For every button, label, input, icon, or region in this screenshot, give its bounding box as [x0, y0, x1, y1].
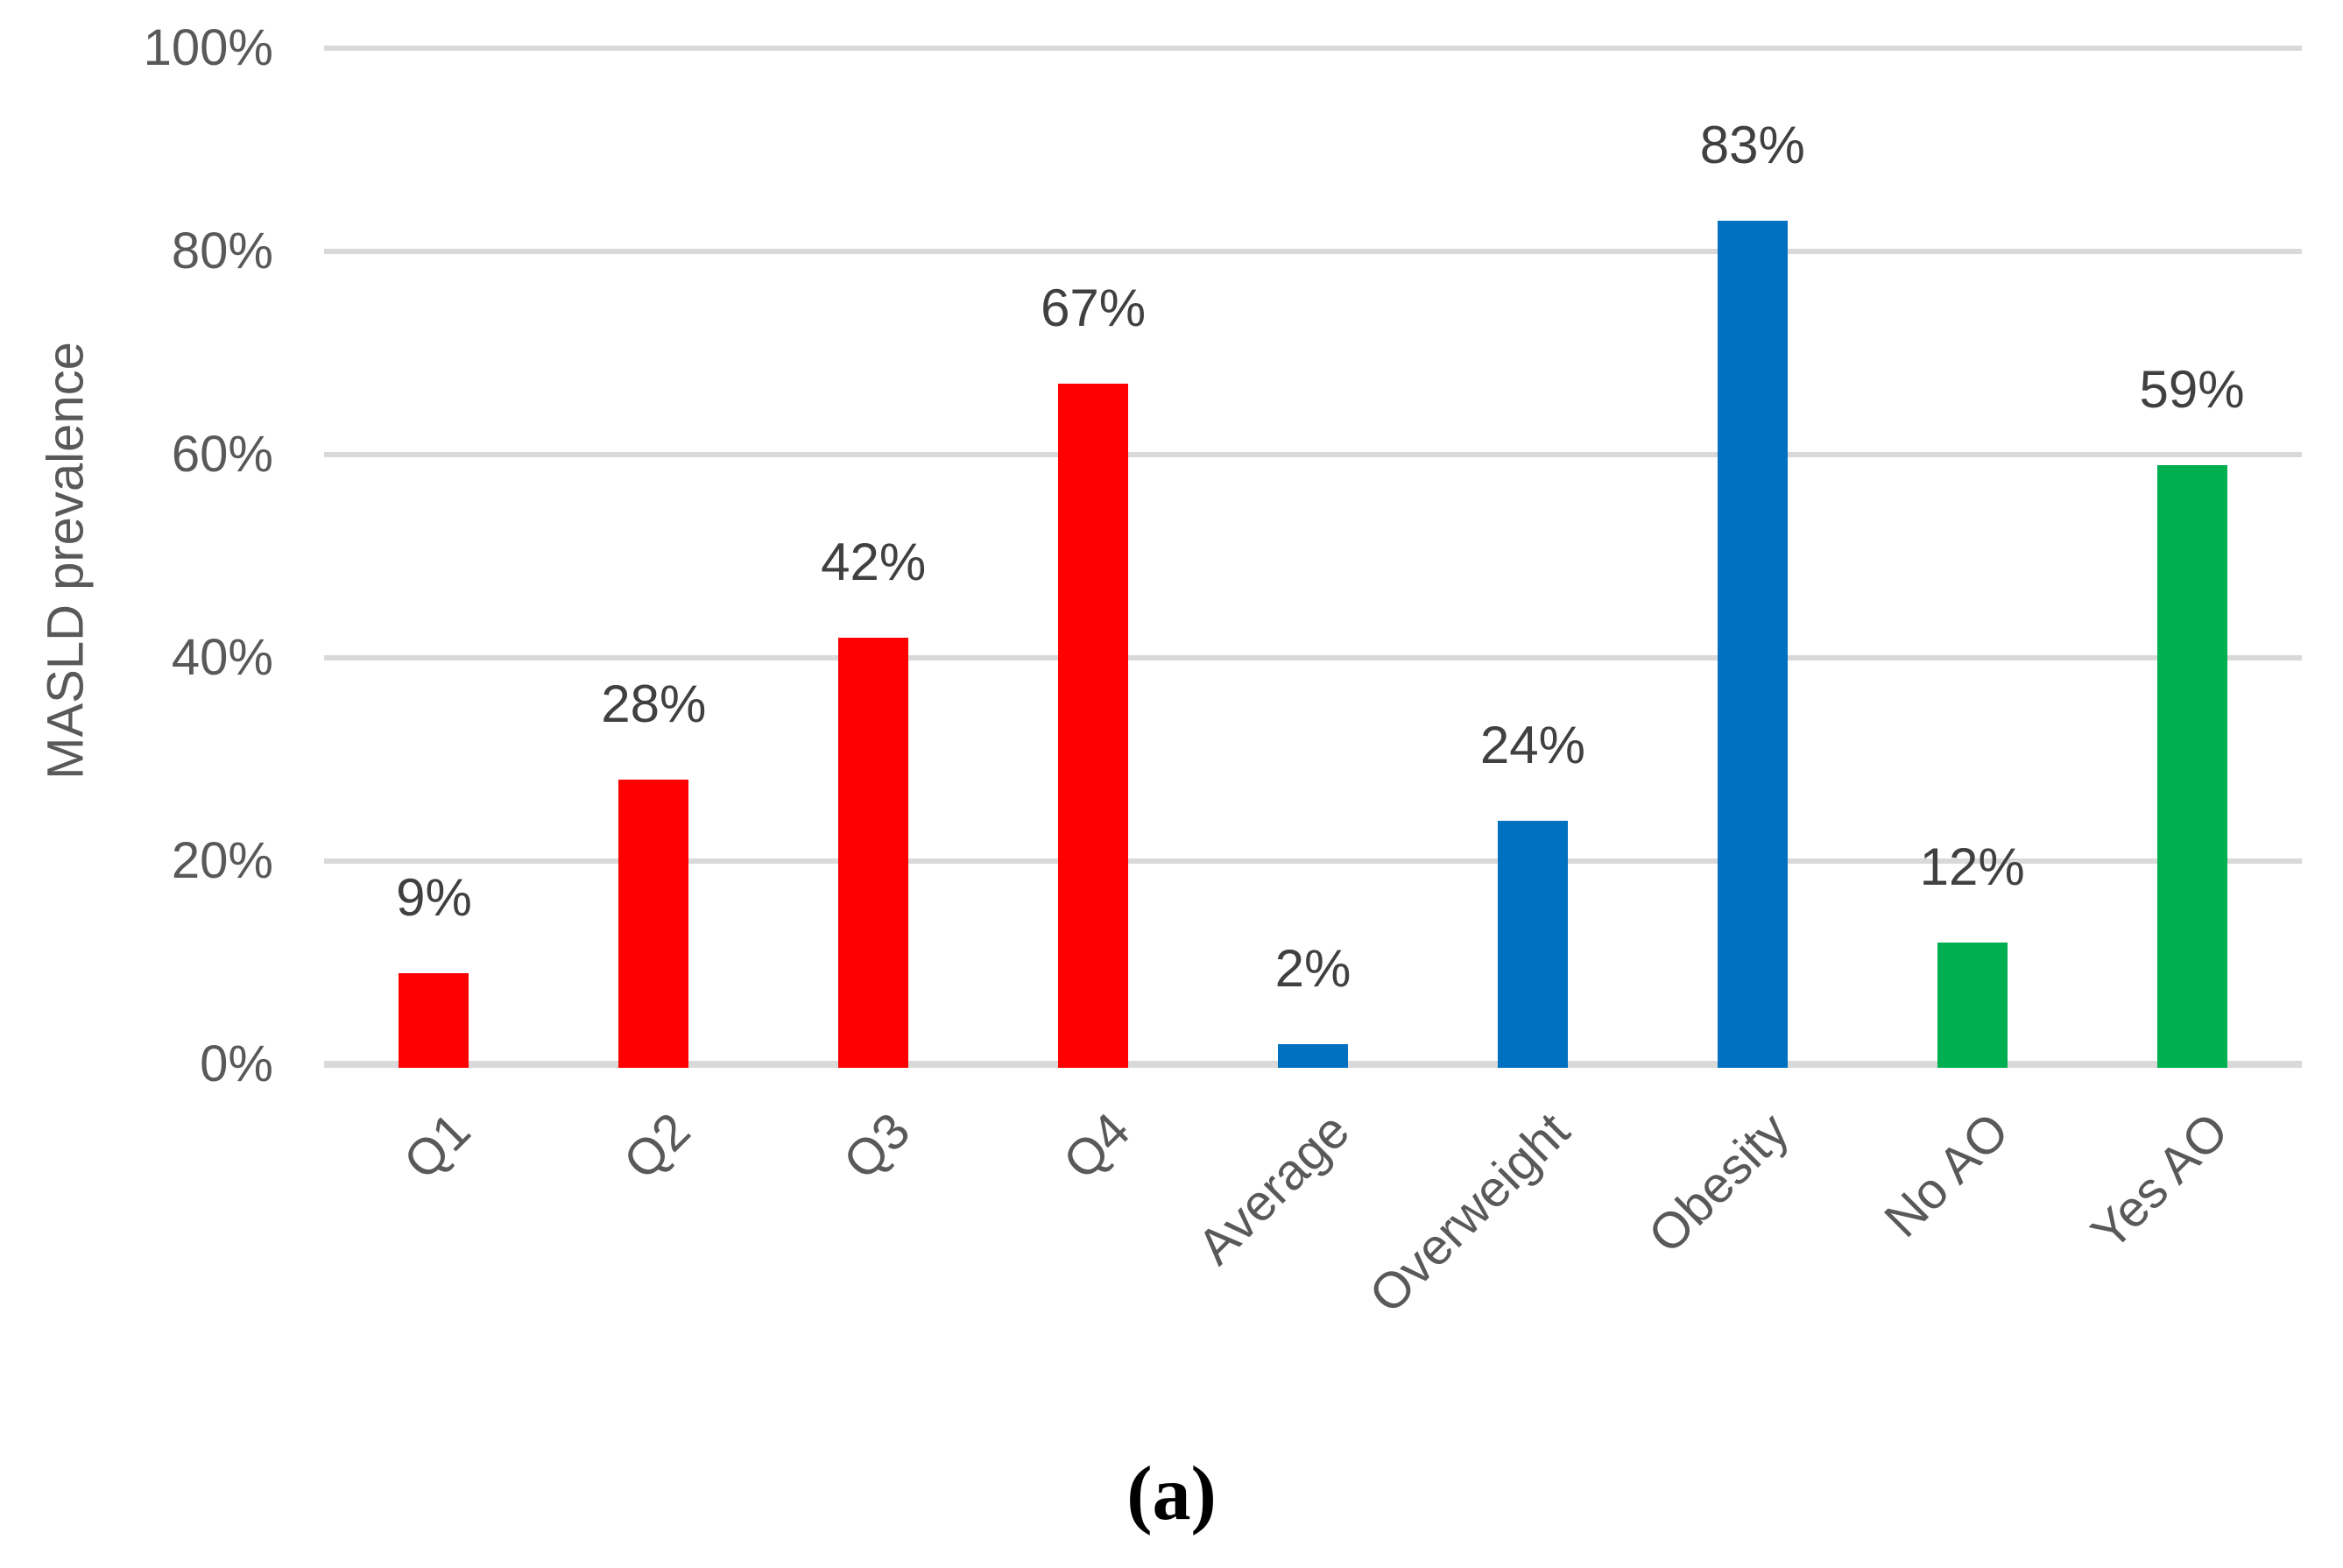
data-label-q2: 28% [601, 675, 707, 734]
gridline-40 [324, 655, 2302, 660]
bar-obesity [1717, 221, 1788, 1068]
x-tick-label-q3: Q3 [832, 1102, 921, 1190]
y-tick-label-100: 100% [143, 19, 273, 76]
y-tick-label-40: 40% [171, 629, 273, 686]
bar-average [1278, 1043, 1348, 1068]
data-label-q1: 9% [396, 867, 472, 927]
x-tick-label-obesity: Obesity [1637, 1102, 1800, 1265]
x-tick-label-q1: Q1 [392, 1102, 482, 1190]
bar-q2 [618, 780, 689, 1068]
x-tick-label-q2: Q2 [612, 1102, 702, 1190]
y-axis-title: MASLD prevalence [37, 342, 95, 780]
bar-no-ao [1937, 942, 2008, 1068]
data-label-obesity: 83% [1699, 116, 1805, 175]
y-tick-label-0: 0% [200, 1035, 273, 1092]
y-tick-label-20: 20% [171, 832, 273, 889]
y-tick-label-80: 80% [171, 222, 273, 279]
data-label-yes-ao: 59% [2139, 359, 2245, 419]
data-label-q3: 42% [821, 532, 927, 591]
bar-yes-ao [2156, 464, 2227, 1068]
x-tick-label-overweight: Overweight [1358, 1102, 1580, 1324]
x-tick-label-average: Average [1186, 1102, 1360, 1275]
bar-q4 [1058, 383, 1129, 1068]
x-tick-label-yes-ao: Yes AO [2080, 1102, 2240, 1261]
figure-caption: (a) [1126, 1451, 1217, 1536]
y-tick-label-60: 60% [171, 426, 273, 483]
data-label-no-ao: 12% [1919, 837, 2025, 896]
gridline-100 [324, 46, 2302, 51]
gridline-80 [324, 249, 2302, 254]
data-label-overweight: 24% [1479, 715, 1585, 774]
bar-overweight [1497, 820, 1568, 1068]
x-tick-label-q4: Q4 [1052, 1102, 1141, 1190]
bar-q1 [399, 972, 469, 1068]
gridline-20 [324, 858, 2302, 864]
data-label-average: 2% [1274, 938, 1351, 998]
x-tick-label-no-ao: No AO [1873, 1102, 2020, 1248]
bar-q3 [838, 637, 909, 1068]
data-label-q4: 67% [1041, 278, 1147, 337]
gridline-60 [324, 452, 2302, 457]
